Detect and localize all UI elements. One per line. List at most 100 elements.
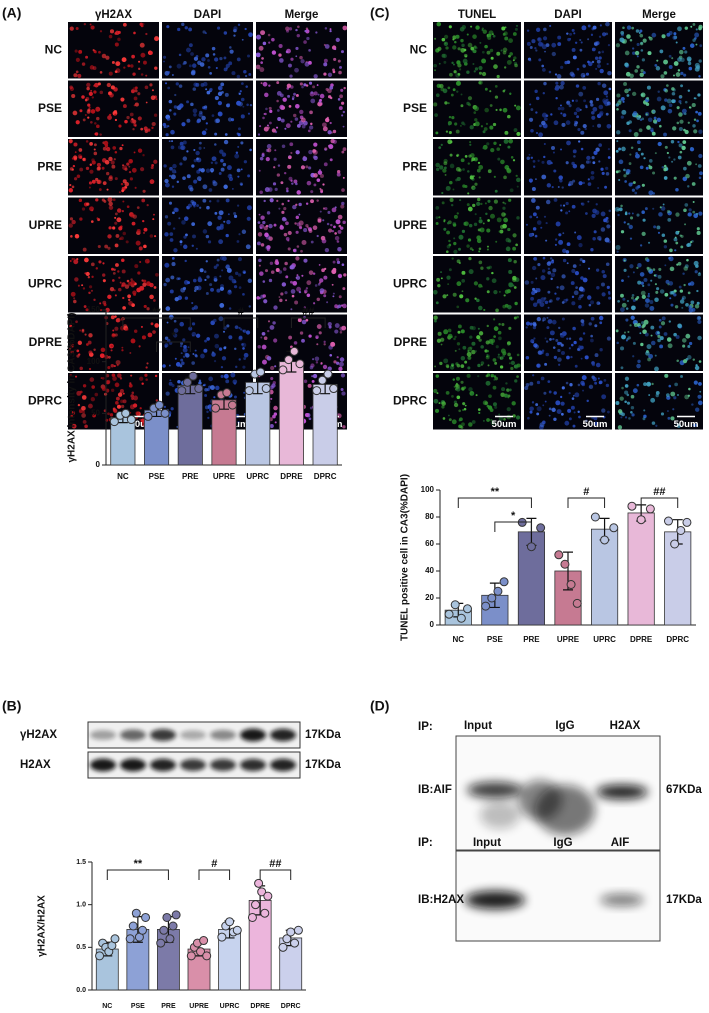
cell — [587, 60, 590, 64]
cell — [456, 305, 460, 309]
cell — [89, 169, 94, 174]
cell — [266, 356, 272, 361]
cell — [333, 47, 337, 51]
cell — [456, 60, 461, 65]
cell — [512, 277, 517, 283]
cell — [537, 263, 541, 267]
cell — [101, 198, 105, 202]
cell — [506, 341, 511, 346]
cell — [149, 83, 153, 87]
cell — [458, 168, 462, 172]
cell — [162, 364, 166, 368]
cell — [329, 28, 332, 31]
cell — [652, 171, 656, 175]
cell — [192, 87, 197, 91]
cell — [490, 56, 494, 60]
cell — [646, 96, 650, 100]
cell — [257, 232, 263, 237]
cell — [290, 280, 293, 284]
cell — [273, 338, 278, 343]
cell — [163, 125, 166, 129]
cell — [135, 411, 140, 416]
cell — [82, 410, 86, 414]
cell — [320, 235, 326, 241]
cell — [450, 140, 453, 144]
cell — [94, 392, 99, 397]
cell — [605, 21, 610, 27]
cell — [632, 111, 638, 116]
cell — [296, 190, 301, 195]
cell — [693, 129, 698, 134]
cell — [640, 92, 646, 98]
cell — [105, 171, 110, 176]
cell — [143, 60, 147, 65]
cell — [77, 284, 80, 287]
significance-bracket — [640, 497, 679, 508]
cell — [683, 266, 688, 271]
cell — [551, 51, 556, 57]
significance-label: ## — [302, 306, 314, 318]
cell — [201, 57, 206, 62]
cell — [168, 314, 174, 320]
cell — [590, 338, 594, 343]
cell — [553, 169, 557, 173]
micrograph — [615, 139, 703, 196]
cell — [694, 365, 700, 371]
cell — [227, 103, 231, 106]
cell — [207, 65, 211, 69]
cell — [617, 213, 620, 217]
cell — [164, 178, 169, 184]
cell — [120, 182, 124, 186]
cell — [286, 189, 289, 193]
cell — [497, 157, 501, 161]
cell — [606, 336, 611, 341]
cell — [308, 417, 312, 421]
cell — [590, 316, 595, 321]
cell — [649, 36, 653, 41]
cell — [115, 318, 120, 323]
cell — [183, 216, 189, 221]
cell — [122, 104, 127, 108]
cell — [663, 59, 669, 65]
cell — [453, 70, 457, 74]
cell — [569, 32, 572, 36]
cell — [550, 272, 556, 278]
cell — [195, 333, 201, 338]
cell — [317, 217, 322, 222]
cell — [168, 65, 172, 69]
cell — [597, 123, 602, 128]
cell — [469, 141, 472, 144]
cell — [135, 240, 141, 246]
cell — [463, 48, 467, 52]
row-label: DPRC — [393, 393, 427, 407]
cell — [107, 355, 111, 359]
cell — [529, 410, 533, 414]
cell — [316, 297, 321, 302]
cell — [566, 32, 569, 35]
cell — [601, 292, 606, 297]
cell — [73, 299, 77, 304]
cell — [551, 259, 554, 262]
cell — [576, 67, 580, 71]
cell — [131, 118, 134, 121]
cell — [605, 383, 610, 388]
cell — [675, 72, 681, 77]
cell — [600, 167, 604, 171]
cell — [93, 148, 96, 151]
cell — [478, 247, 482, 250]
cell — [90, 120, 93, 124]
column-header: γH2AX — [95, 9, 132, 21]
cell — [312, 272, 316, 275]
cell — [128, 300, 133, 306]
column-header: Merge — [285, 9, 319, 21]
cell — [116, 373, 122, 378]
cell — [91, 160, 96, 165]
cell — [87, 103, 91, 107]
cell — [295, 103, 300, 109]
cell — [670, 416, 675, 421]
cell — [493, 175, 496, 178]
cell — [603, 90, 609, 96]
cell — [673, 332, 677, 337]
cell — [635, 186, 639, 190]
